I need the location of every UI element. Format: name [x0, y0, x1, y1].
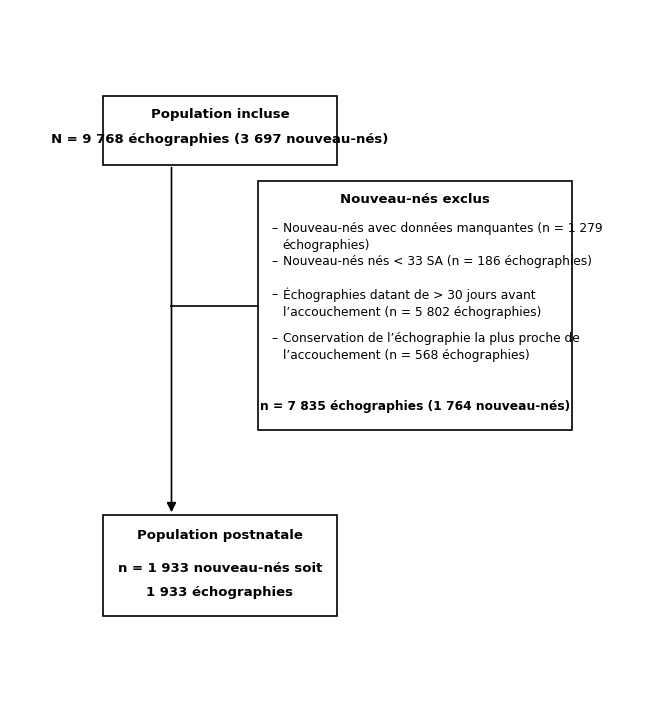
Text: Nouveau-nés nés < 33 SA (n = 186 échographies): Nouveau-nés nés < 33 SA (n = 186 échogra… — [283, 255, 592, 268]
Text: –: – — [271, 255, 277, 268]
Text: –: – — [271, 223, 277, 235]
Text: –: – — [271, 288, 277, 301]
Text: Conservation de l’échographie la plus proche de
l’accouchement (n = 568 échograp: Conservation de l’échographie la plus pr… — [283, 332, 580, 362]
Text: Population postnatale: Population postnatale — [137, 529, 303, 542]
Text: Échographies datant de > 30 jours avant
l’accouchement (n = 5 802 échographies): Échographies datant de > 30 jours avant … — [283, 288, 541, 319]
Text: n = 1 933 nouveau-nés soit: n = 1 933 nouveau-nés soit — [118, 562, 322, 574]
Text: –: – — [271, 332, 277, 345]
Text: n = 7 835 échographies (1 764 nouveau-nés): n = 7 835 échographies (1 764 nouveau-né… — [260, 400, 570, 413]
FancyBboxPatch shape — [103, 96, 338, 165]
Text: Population incluse: Population incluse — [151, 108, 290, 122]
Text: Nouveau-nés avec données manquantes (n = 1 279
échographies): Nouveau-nés avec données manquantes (n =… — [283, 223, 602, 252]
Text: 1 933 échographies: 1 933 échographies — [147, 587, 293, 599]
Text: Nouveau-nés exclus: Nouveau-nés exclus — [340, 193, 490, 206]
FancyBboxPatch shape — [103, 515, 338, 616]
Text: N = 9 768 échographies (3 697 nouveau-nés): N = 9 768 échographies (3 697 nouveau-né… — [51, 134, 389, 146]
FancyBboxPatch shape — [258, 181, 572, 430]
